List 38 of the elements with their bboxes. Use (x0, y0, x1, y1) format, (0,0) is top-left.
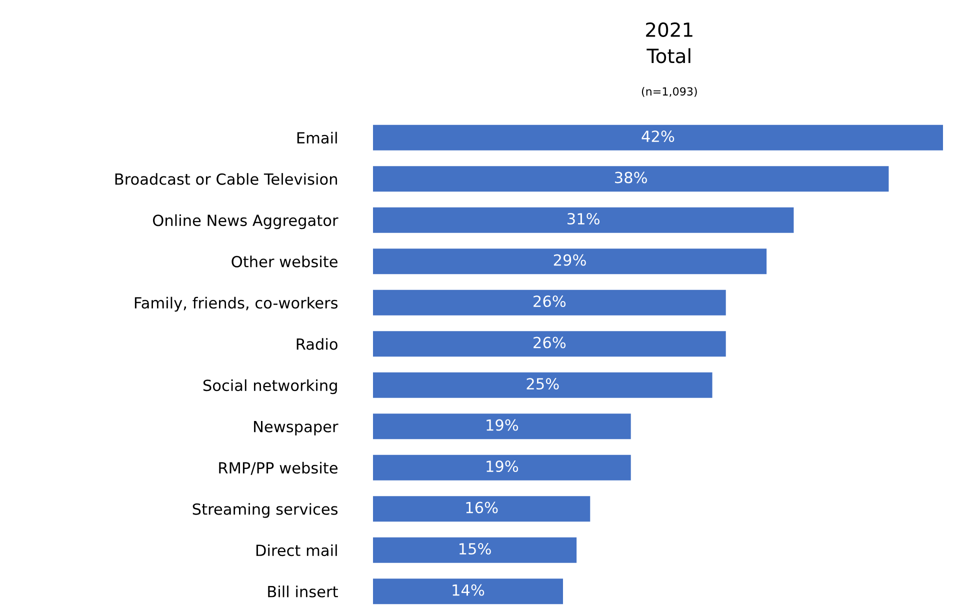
bar (373, 372, 712, 398)
y-tick-label: RMP/PP website (219, 462, 338, 475)
y-tick-label: Family, friends, co-workers (134, 296, 338, 312)
y-tick-label: Email (297, 132, 337, 144)
y-tick-label: Bill insert (268, 586, 338, 598)
bar (373, 537, 577, 563)
data-label: 15% (459, 543, 491, 555)
data-label: 26% (534, 296, 566, 308)
y-tick-label: Online News Aggregator (152, 214, 338, 230)
y-tick-label: Streaming services (192, 503, 338, 518)
chart-subtitle: (n=1,093) (642, 87, 697, 97)
chart-title: 2021 Total (646, 22, 692, 64)
y-tick-label: Other website (232, 256, 338, 268)
y-tick-label: Direct mail (256, 544, 337, 556)
data-label: 14% (452, 584, 484, 596)
bar (373, 454, 631, 480)
bar (373, 207, 794, 233)
data-label: 25% (526, 378, 559, 390)
y-tick-label: Newspaper (254, 421, 338, 436)
bar (373, 248, 767, 274)
bar (373, 414, 631, 440)
bar (373, 166, 889, 192)
data-label: 31% (568, 213, 600, 225)
data-label: 16% (466, 502, 498, 514)
y-tick-label: Social networking (203, 379, 337, 394)
data-label: 19% (486, 460, 518, 472)
bar (373, 290, 726, 316)
bar (373, 124, 943, 150)
data-label: 26% (534, 336, 566, 348)
y-tick-label: Radio (296, 338, 338, 350)
bar (373, 331, 726, 357)
bar (373, 496, 590, 522)
data-label: 19% (486, 419, 518, 431)
data-label: 29% (554, 254, 586, 266)
data-label: 42% (642, 130, 674, 142)
y-tick-label: Broadcast or Cable Television (115, 173, 337, 185)
data-label: 38% (615, 172, 647, 184)
bar (373, 578, 563, 604)
